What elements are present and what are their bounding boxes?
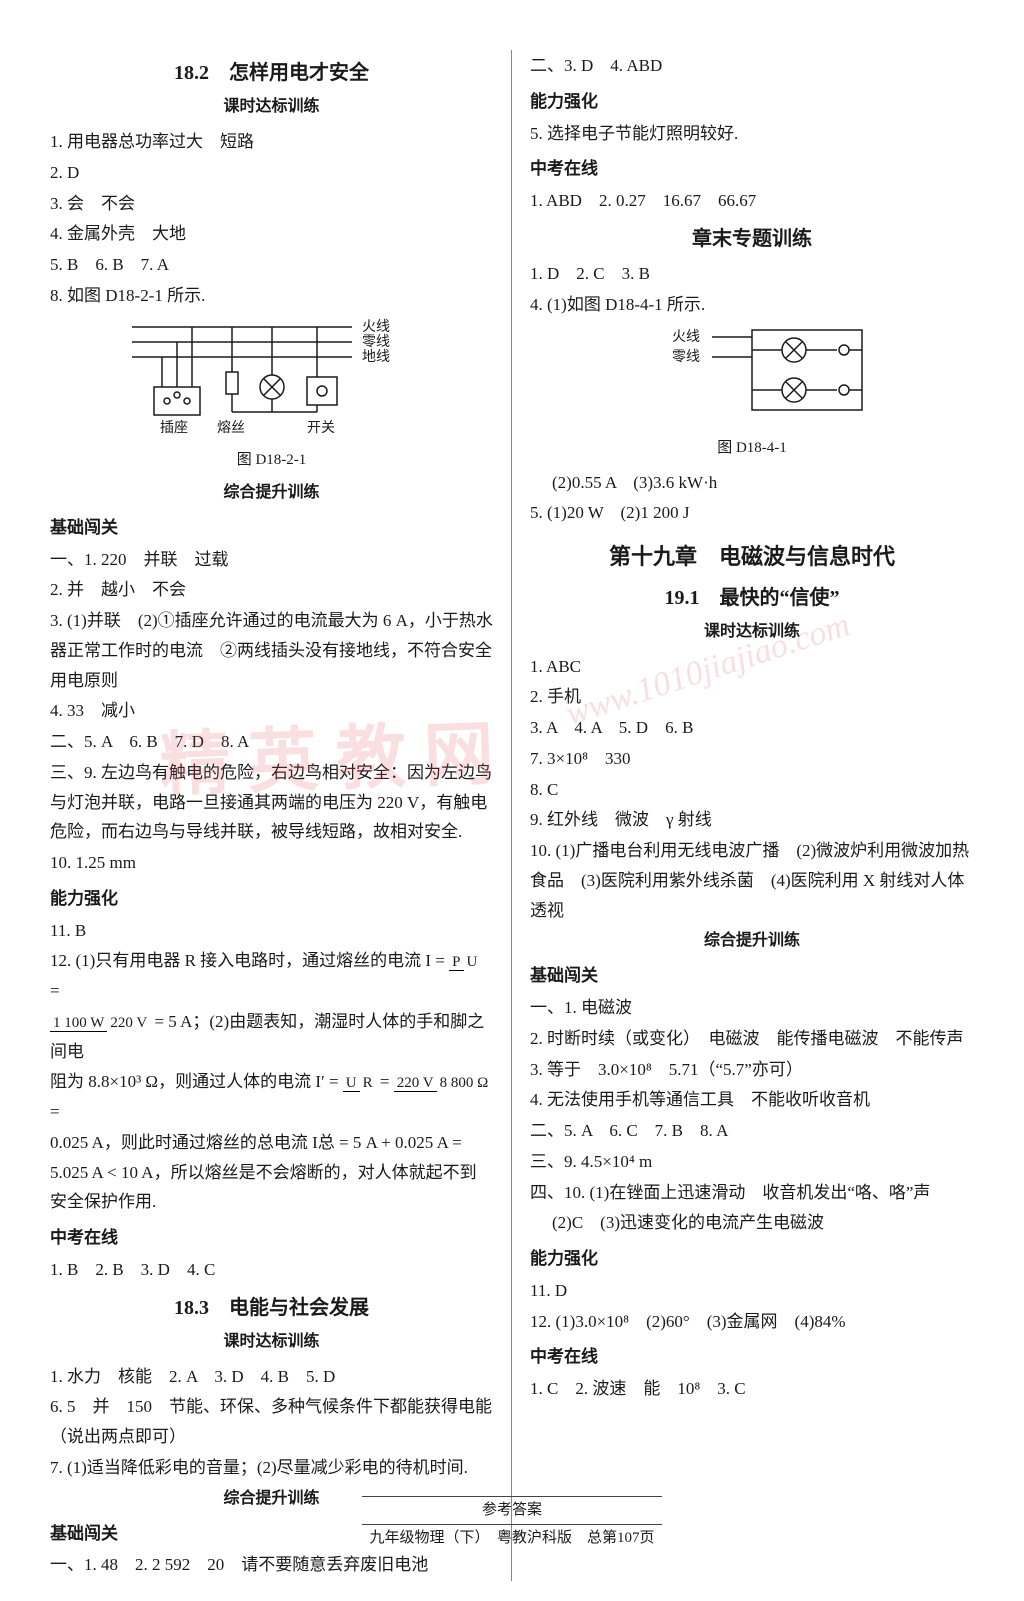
figure-d18-4-1: 火线 零线 图 D18-4-1 bbox=[530, 325, 974, 461]
left-column: 18.2 怎样用电才安全 课时达标训练 1. 用电器总功率过大 短路 2. D … bbox=[40, 50, 512, 1581]
answer-line: 四、10. (1)在锉面上迅速滑动 收音机发出“咯、咯”声 bbox=[530, 1178, 974, 1208]
figure-caption: 图 D18-2-1 bbox=[50, 447, 493, 473]
answer-line: 2. 手机 bbox=[530, 682, 974, 712]
group-heading: 中考在线 bbox=[530, 1342, 974, 1372]
svg-text:地线: 地线 bbox=[362, 349, 390, 365]
subheading: 课时达标训练 bbox=[50, 93, 493, 121]
group-heading: 基础闯关 bbox=[530, 961, 974, 991]
svg-text:零线: 零线 bbox=[672, 349, 700, 365]
subheading: 课时达标训练 bbox=[530, 618, 974, 646]
answer-line: 二、5. A 6. C 7. B 8. A bbox=[530, 1116, 974, 1146]
right-column: 二、3. D 4. ABD 能力强化 5. 选择电子节能灯照明较好. 中考在线 … bbox=[512, 50, 984, 1581]
section-18-2-title: 18.2 怎样用电才安全 bbox=[50, 56, 493, 91]
answer-line: 4. (1)如图 D18-4-1 所示. bbox=[530, 290, 974, 320]
answer-line: 1. ABC bbox=[530, 652, 974, 682]
answer-line: 7. 3×10⁸ 330 bbox=[530, 744, 974, 774]
footer-line-2: 九年级物理（下） 粤教沪科版 总第107页 bbox=[0, 1527, 1024, 1550]
svg-text:零线: 零线 bbox=[362, 334, 390, 350]
answer-line: 三、9. 4.5×10⁴ m bbox=[530, 1147, 974, 1177]
answer-line: 1. C 2. 波速 能 10⁸ 3. C bbox=[530, 1374, 974, 1404]
answer-line: 5. (1)20 W (2)1 200 J bbox=[530, 498, 974, 528]
answer-line: 4. 无法使用手机等通信工具 不能收听收音机 bbox=[530, 1085, 974, 1115]
answer-line: 8. C bbox=[530, 775, 974, 805]
lesson-19-1-title: 19.1 最快的“信使” bbox=[530, 581, 974, 616]
footer-line-1: 参考答案 bbox=[0, 1499, 1024, 1522]
answer-line: 二、5. A 6. B 7. D 8. A bbox=[50, 727, 493, 757]
answer-line: 12. (1)只有用电器 R 接入电路时，通过熔丝的电流 I = PU = bbox=[50, 946, 493, 1006]
answer-line: 4. 33 减小 bbox=[50, 696, 493, 726]
answer-line: 11. D bbox=[530, 1276, 974, 1306]
answer-line: 3. (1)并联 (2)①插座允许通过的电流最大为 6 A，小于热水器正常工作时… bbox=[50, 606, 493, 695]
group-heading: 中考在线 bbox=[50, 1223, 493, 1253]
figure-caption: 图 D18-4-1 bbox=[530, 435, 974, 461]
answer-line: 1. B 2. B 3. D 4. C bbox=[50, 1255, 493, 1285]
chapter-end-title: 章末专题训练 bbox=[530, 222, 974, 257]
answer-line: 6. 5 并 150 节能、环保、多种气候条件下都能获得电能（说出两点即可） bbox=[50, 1392, 493, 1452]
answer-line: 10. (1)广播电台利用无线电波广播 (2)微波炉利用微波加热食品 (3)医院… bbox=[530, 836, 974, 925]
answer-line: (2)C (3)迅速变化的电流产生电磁波 bbox=[530, 1208, 974, 1238]
answer-line: 1 100 W220 V = 5 A；(2)由题表知，潮湿时人体的手和脚之间电 bbox=[50, 1007, 493, 1067]
section-18-3-title: 18.3 电能与社会发展 bbox=[50, 1291, 493, 1326]
subheading: 综合提升训练 bbox=[50, 479, 493, 507]
answer-line: 1. 水力 核能 2. A 3. D 4. B 5. D bbox=[50, 1362, 493, 1392]
answer-line: 二、3. D 4. ABD bbox=[530, 51, 974, 81]
svg-text:开关: 开关 bbox=[307, 420, 335, 436]
answer-line: (2)0.55 A (3)3.6 kW·h bbox=[530, 468, 974, 498]
answer-line: 0.025 A，则此时通过熔丝的总电流 I总 = 5 A + 0.025 A =… bbox=[50, 1128, 493, 1217]
group-heading: 能力强化 bbox=[530, 87, 974, 117]
answer-line: 三、9. 左边鸟有触电的危险，右边鸟相对安全：因为左边鸟与灯泡并联，电路一旦接通… bbox=[50, 758, 493, 847]
subheading: 综合提升训练 bbox=[530, 927, 974, 955]
answer-line: 2. 并 越小 不会 bbox=[50, 575, 493, 605]
answer-line: 阻为 8.8×10³ Ω，则通过人体的电流 I′ = UR = 220 V8 8… bbox=[50, 1067, 493, 1127]
answer-line: 8. 如图 D18-2-1 所示. bbox=[50, 281, 493, 311]
group-heading: 中考在线 bbox=[530, 154, 974, 184]
answer-line: 1. ABD 2. 0.27 16.67 66.67 bbox=[530, 186, 974, 216]
answer-line: 1. 用电器总功率过大 短路 bbox=[50, 127, 493, 157]
answer-line: 2. D bbox=[50, 158, 493, 188]
svg-text:火线: 火线 bbox=[362, 319, 390, 335]
group-heading: 基础闯关 bbox=[50, 513, 493, 543]
answer-line: 11. B bbox=[50, 916, 493, 946]
answer-line: 7. (1)适当降低彩电的音量；(2)尽量减少彩电的待机时间. bbox=[50, 1453, 493, 1483]
page-content: 18.2 怎样用电才安全 课时达标训练 1. 用电器总功率过大 短路 2. D … bbox=[0, 0, 1024, 1601]
answer-line: 10. 1.25 mm bbox=[50, 848, 493, 878]
subheading: 课时达标训练 bbox=[50, 1328, 493, 1356]
answer-line: 3. 会 不会 bbox=[50, 189, 493, 219]
answer-line: 1. D 2. C 3. B bbox=[530, 259, 974, 289]
answer-line: 3. 等于 3.0×10⁸ 5.71（“5.7”亦可） bbox=[530, 1055, 974, 1085]
figure-d18-2-1: 火线 零线 地线 插座 熔丝 开关 图 D18-2-1 bbox=[50, 317, 493, 473]
answer-line: 2. 时断时续（或变化） 电磁波 能传播电磁波 不能传声 bbox=[530, 1024, 974, 1054]
chapter-19-title: 第十九章 电磁波与信息时代 bbox=[530, 538, 974, 577]
svg-text:火线: 火线 bbox=[672, 329, 700, 345]
answer-line: 一、1. 220 并联 过载 bbox=[50, 545, 493, 575]
group-heading: 能力强化 bbox=[50, 884, 493, 914]
svg-text:熔丝: 熔丝 bbox=[217, 420, 245, 436]
answer-line: 5. 选择电子节能灯照明较好. bbox=[530, 119, 974, 149]
answer-line: 5. B 6. B 7. A bbox=[50, 250, 493, 280]
answer-line: 4. 金属外壳 大地 bbox=[50, 219, 493, 249]
answer-line: 12. (1)3.0×10⁸ (2)60° (3)金属网 (4)84% bbox=[530, 1307, 974, 1337]
group-heading: 能力强化 bbox=[530, 1244, 974, 1274]
answer-line: 9. 红外线 微波 γ 射线 bbox=[530, 805, 974, 835]
answer-line: 3. A 4. A 5. D 6. B bbox=[530, 713, 974, 743]
answer-line: 一、1. 48 2. 2 592 20 请不要随意丢弃废旧电池 bbox=[50, 1550, 493, 1580]
svg-text:插座: 插座 bbox=[160, 420, 188, 436]
page-footer: 参考答案 九年级物理（下） 粤教沪科版 总第107页 bbox=[0, 1494, 1024, 1549]
answer-line: 一、1. 电磁波 bbox=[530, 993, 974, 1023]
